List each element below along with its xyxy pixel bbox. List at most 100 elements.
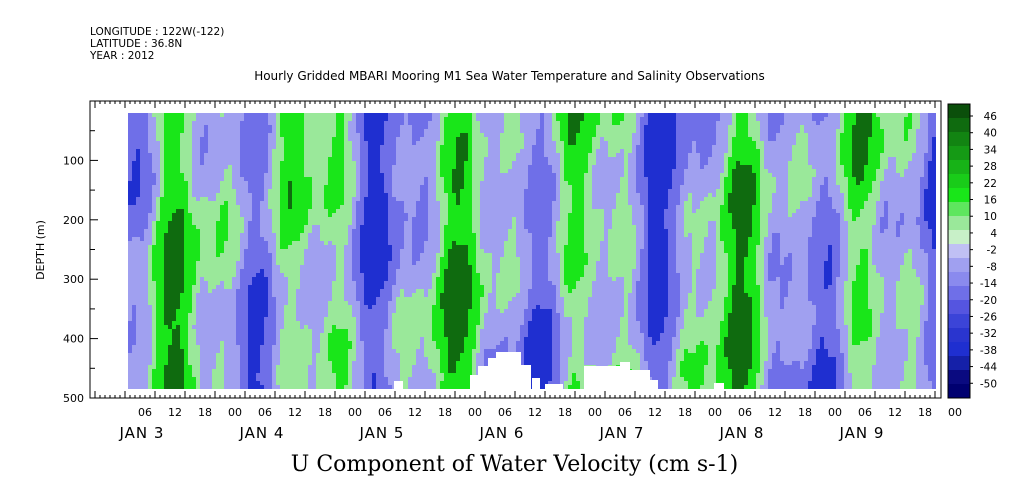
heatmap-cell	[388, 141, 392, 145]
heatmap-cell	[300, 165, 304, 169]
heatmap-cell	[400, 125, 404, 129]
heatmap-cell	[368, 321, 372, 325]
heatmap-cell	[280, 153, 284, 157]
heatmap-cell	[276, 177, 280, 181]
heatmap-cell	[240, 353, 244, 357]
heatmap-cell	[300, 169, 304, 173]
heatmap-cell	[380, 157, 384, 161]
heatmap-cell	[292, 217, 296, 221]
heatmap-cell	[252, 277, 256, 281]
heatmap-cell	[336, 381, 340, 385]
heatmap-cell	[164, 249, 168, 253]
heatmap-cell	[172, 353, 176, 357]
heatmap-cell	[288, 305, 292, 309]
heatmap-cell	[296, 301, 300, 305]
heatmap-cell	[136, 225, 140, 229]
heatmap-cell	[416, 213, 420, 217]
heatmap-cell	[240, 233, 244, 237]
heatmap-cell	[328, 145, 332, 149]
heatmap-cell	[316, 145, 320, 149]
heatmap-cell	[280, 329, 284, 333]
heatmap-cell	[336, 181, 340, 185]
heatmap-cell	[244, 169, 248, 173]
heatmap-cell	[184, 253, 188, 257]
heatmap-cell	[196, 321, 200, 325]
heatmap-cell	[204, 233, 208, 237]
heatmap-cell	[224, 321, 228, 325]
heatmap-cell	[316, 213, 320, 217]
heatmap-cell	[244, 381, 248, 385]
heatmap-cell	[344, 257, 348, 261]
heatmap-cell	[368, 201, 372, 205]
heatmap-cell	[228, 121, 232, 125]
heatmap-cell	[140, 257, 144, 261]
heatmap-cell	[276, 201, 280, 205]
heatmap-cell	[392, 133, 396, 137]
heatmap-cell	[212, 233, 216, 237]
heatmap-cell	[344, 357, 348, 361]
heatmap-cell	[360, 205, 364, 209]
heatmap-cell	[156, 149, 160, 153]
heatmap-cell	[364, 337, 368, 341]
heatmap-cell	[144, 225, 148, 229]
heatmap-cell	[148, 197, 152, 201]
heatmap-cell	[152, 113, 156, 117]
heatmap-cell	[320, 245, 324, 249]
heatmap-cell	[228, 221, 232, 225]
heatmap-cell	[212, 341, 216, 345]
heatmap-cell	[232, 325, 236, 329]
heatmap-cell	[276, 309, 280, 313]
heatmap-cell	[412, 137, 416, 141]
heatmap-cell	[204, 229, 208, 233]
heatmap-cell	[176, 281, 180, 285]
heatmap-cell	[228, 141, 232, 145]
heatmap-cell	[376, 209, 380, 213]
heatmap-cell	[132, 125, 136, 129]
heatmap-cell	[388, 309, 392, 313]
heatmap-cell	[172, 361, 176, 365]
heatmap-cell	[152, 373, 156, 377]
heatmap-cell	[268, 157, 272, 161]
heatmap-cell	[192, 369, 196, 373]
heatmap-cell	[196, 309, 200, 313]
heatmap-cell	[252, 345, 256, 349]
heatmap-cell	[308, 113, 312, 117]
heatmap-cell	[340, 337, 344, 341]
heatmap-cell	[168, 129, 172, 133]
heatmap-cell	[176, 149, 180, 153]
heatmap-cell	[240, 229, 244, 233]
heatmap-cell	[164, 197, 168, 201]
heatmap-cell	[404, 317, 408, 321]
heatmap-cell	[324, 125, 328, 129]
heatmap-cell	[276, 125, 280, 129]
heatmap-cell	[348, 149, 352, 153]
heatmap-cell	[388, 257, 392, 261]
heatmap-cell	[192, 157, 196, 161]
heatmap-cell	[332, 145, 336, 149]
heatmap-cell	[140, 181, 144, 185]
heatmap-cell	[404, 141, 408, 145]
heatmap-cell	[368, 353, 372, 357]
heatmap-cell	[268, 373, 272, 377]
heatmap-cell	[408, 297, 412, 301]
heatmap-cell	[372, 345, 376, 349]
heatmap-cell	[244, 253, 248, 257]
heatmap-cell	[176, 209, 180, 213]
heatmap-cell	[232, 161, 236, 165]
heatmap-cell	[296, 225, 300, 229]
heatmap-cell	[324, 145, 328, 149]
heatmap-cell	[132, 253, 136, 257]
heatmap-cell	[184, 209, 188, 213]
heatmap-cell	[248, 357, 252, 361]
heatmap-cell	[144, 301, 148, 305]
heatmap-cell	[188, 153, 192, 157]
heatmap-cell	[176, 269, 180, 273]
heatmap-cell	[232, 177, 236, 181]
heatmap-cell	[220, 373, 224, 377]
heatmap-cell	[268, 117, 272, 121]
heatmap-cell	[240, 245, 244, 249]
heatmap-cell	[212, 173, 216, 177]
heatmap-cell	[232, 317, 236, 321]
heatmap-cell	[336, 293, 340, 297]
heatmap-cell	[264, 317, 268, 321]
